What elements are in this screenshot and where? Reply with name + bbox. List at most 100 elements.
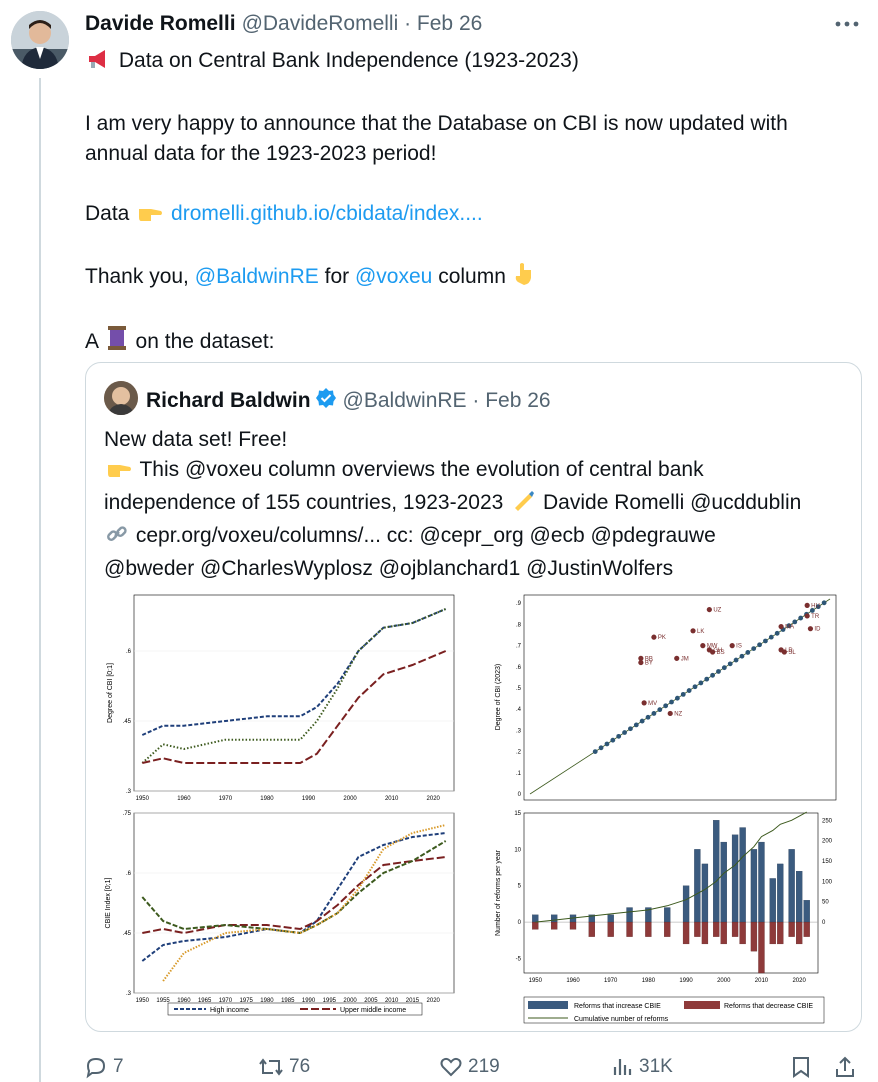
repost-button[interactable]: 76 (258, 1055, 310, 1079)
tl-ytick-0: .3 (126, 789, 132, 795)
br-bar-down-12 (720, 921, 727, 945)
quote-author-name[interactable]: Richard Baldwin (146, 389, 311, 412)
reply-button[interactable]: 7 (84, 1055, 124, 1079)
avatar[interactable] (11, 11, 69, 69)
tr-point-17 (692, 684, 698, 690)
tr-label-16: LR (785, 648, 793, 654)
tr-label-dot-17 (804, 602, 810, 608)
br-bar-down-14 (739, 921, 746, 945)
bookmark-button[interactable] (790, 1055, 812, 1079)
bl-ylabel: CBIE Index [0;1] (105, 877, 112, 928)
views-button[interactable]: 31K (612, 1055, 673, 1079)
br-bar-up-9 (694, 849, 701, 923)
tr-label-0: UZ (713, 608, 721, 614)
tl-xtick-7: 2020 (427, 796, 441, 802)
quote-handle-time[interactable]: @BaldwinRE · Feb 26 (342, 389, 551, 412)
br-bar-up-1 (551, 914, 558, 923)
tr-label-7: BB (645, 656, 653, 662)
tl-xtick-1: 1960 (177, 796, 191, 802)
chart-figure[interactable]: Degree of CBI [0;1] Degree of CBI (2023)… (104, 587, 844, 1027)
tr-label-5: BS (717, 650, 725, 656)
bl-ytick-3: .75 (123, 811, 132, 817)
author-name[interactable]: Davide Romelli (85, 12, 236, 35)
tr-point-31 (774, 630, 780, 636)
br-ytick-4: 15 (514, 811, 521, 817)
pointing-right-icon (137, 202, 163, 232)
br-bar-up-12 (720, 841, 727, 923)
more-icon[interactable] (832, 14, 862, 34)
tr-point-15 (680, 691, 686, 697)
br-bar-down-9 (694, 921, 701, 937)
br-bar-down-10 (701, 921, 709, 945)
br-bar-down-18 (777, 921, 784, 945)
tl-xtick-4: 1990 (302, 796, 316, 802)
mention-voxeu[interactable]: @voxeu (354, 265, 433, 288)
br-bar-down-6 (645, 921, 652, 937)
quote-avatar[interactable] (104, 381, 138, 415)
br-bar-up-20 (796, 871, 803, 923)
tr-label-dot-5 (710, 649, 716, 655)
quote-line-5: cepr.org/voxeu/columns/... cc: @cepr_org… (135, 524, 716, 547)
reply-icon (86, 1057, 106, 1079)
reply-count: 7 (113, 1056, 124, 1077)
tl-xtick-0: 1950 (136, 796, 150, 802)
br-y2tick-4: 200 (822, 839, 833, 845)
bl-series-3 (162, 824, 446, 982)
chart-svg: Degree of CBI [0;1] Degree of CBI (2023)… (105, 594, 837, 1024)
tr-label-dot-13 (804, 613, 810, 619)
tr-ytick-1: .1 (516, 771, 522, 777)
br-bar-up-10 (701, 863, 709, 923)
panel-bottom-right: Number of reforms per year (495, 812, 819, 974)
legend-cumulative: Cumulative number of reforms (574, 1016, 669, 1023)
repost-icon (259, 1058, 283, 1076)
quote-line-6: @bweder @CharlesWyplosz @ojblanchard1 @J… (104, 557, 674, 580)
br-bar-up-8 (682, 885, 690, 923)
br-xtick-2: 1970 (604, 978, 618, 984)
tr-point-4 (616, 733, 622, 739)
br-y2tick-2: 100 (822, 879, 833, 885)
tr-label-6: JM (681, 656, 689, 662)
bl-xtick-8: 1990 (302, 998, 316, 1004)
br-xtick-6: 2010 (755, 978, 769, 984)
share-button[interactable] (834, 1055, 856, 1079)
thanks-suffix: column (438, 265, 506, 288)
br-bar-down-2 (569, 921, 577, 930)
bl-xtick-10: 2000 (343, 998, 357, 1004)
tr-point-39 (821, 600, 827, 606)
like-button[interactable]: 219 (439, 1055, 500, 1079)
tr-label-8: BY (645, 661, 653, 667)
br-ytick-0: -5 (516, 956, 522, 962)
tr-ytick-7: .7 (516, 644, 522, 650)
br-bar-down-1 (551, 921, 558, 930)
tr-point-1 (598, 745, 604, 751)
br-bar-down-3 (588, 921, 595, 937)
br-bar-up-17 (769, 878, 776, 923)
avatar-image (11, 11, 69, 69)
writing-hand-icon (511, 490, 535, 521)
thanks-mid: for (324, 265, 350, 288)
tr-point-14 (674, 695, 680, 701)
tr-label-12: MA (785, 625, 794, 631)
tr-label-dot-12 (778, 623, 784, 630)
tr-point-12 (663, 703, 669, 709)
mention-baldwinre[interactable]: @BaldwinRE (194, 265, 319, 288)
bl-xtick-4: 1970 (219, 998, 233, 1004)
tr-point-38 (815, 604, 821, 610)
quoted-tweet[interactable]: Richard Baldwin @BaldwinRE · Feb 26 New … (85, 362, 862, 1032)
tr-label-15: SL (788, 650, 796, 656)
handle-time[interactable]: @DavideRomelli · Feb 26 (241, 12, 483, 35)
data-label: Data (85, 202, 130, 225)
br-bar-down-4 (607, 921, 614, 937)
tr-label-13: TR (811, 614, 820, 620)
tr-point-10 (651, 711, 657, 716)
views-count: 31K (639, 1056, 673, 1077)
tr-label-9: MV (648, 701, 657, 707)
tweet-text: Data on Central Bank Independence (1923-… (85, 46, 865, 360)
data-link[interactable]: dromelli.github.io/cbidata/index.... (171, 202, 483, 225)
tr-point-19 (704, 676, 710, 682)
br-ytick-3: 10 (514, 847, 521, 853)
br-bar-up-13 (731, 834, 739, 923)
tr-label-dot-8 (638, 659, 644, 666)
br-ytick-2: 5 (518, 884, 522, 890)
thread-prefix: A (85, 330, 98, 353)
